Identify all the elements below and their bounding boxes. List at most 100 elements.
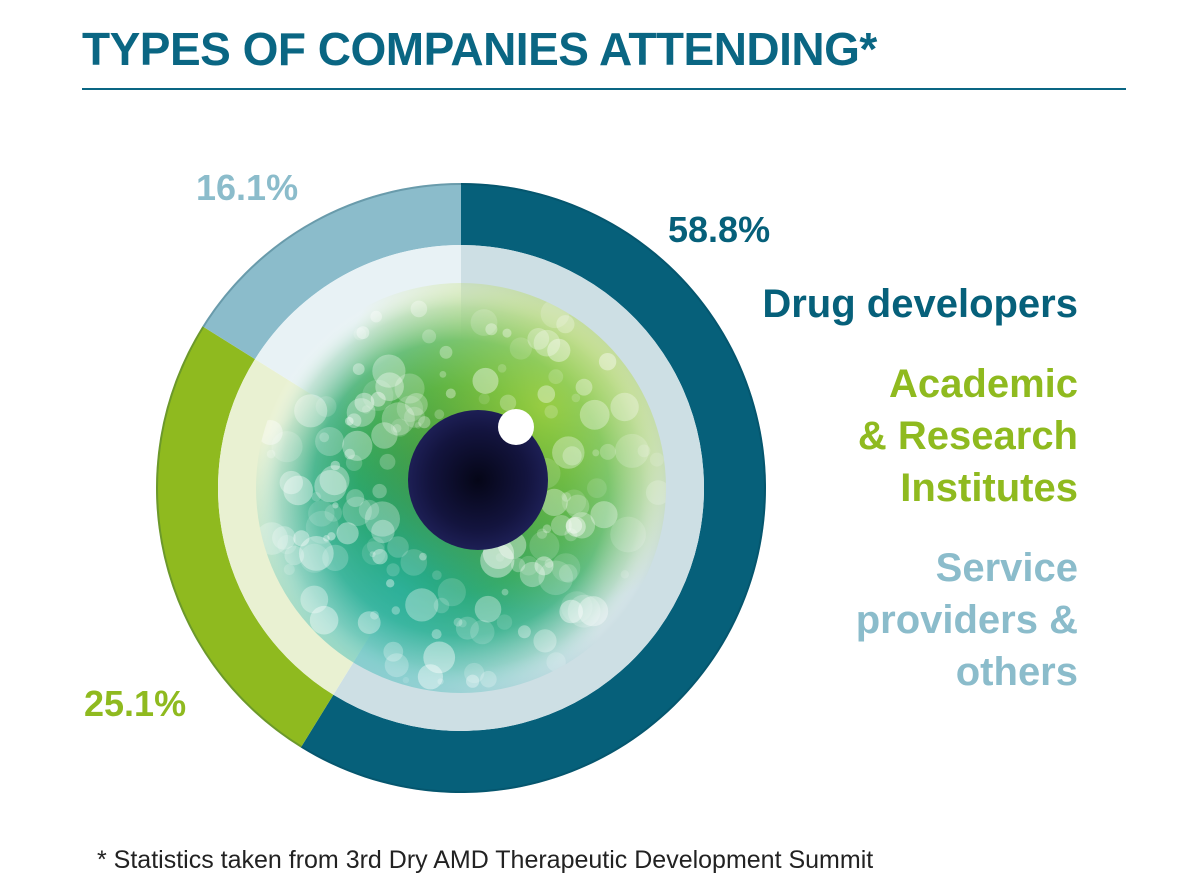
iris-bubble <box>527 328 550 350</box>
iris-bubble <box>284 545 305 566</box>
iris-bubble <box>344 448 356 460</box>
slice-drug-developers <box>300 183 767 793</box>
iris-bubble <box>346 413 362 429</box>
legend-item: Drug developers <box>762 278 1078 330</box>
iris-bubble <box>431 629 442 640</box>
iris-bubble <box>405 588 439 622</box>
iris-bubble <box>599 443 616 460</box>
iris-bubble <box>565 516 586 537</box>
iris-bubble <box>319 432 330 443</box>
iris-bubble <box>372 549 388 565</box>
iris-bubble <box>315 427 345 456</box>
iris-bubble <box>495 553 505 562</box>
iris-bubble <box>356 326 370 340</box>
iris-bubble <box>283 564 295 575</box>
iris-bubble <box>458 619 467 628</box>
iris-bubble <box>433 597 450 614</box>
iris-bubble <box>336 522 359 545</box>
iris-bubble <box>370 391 386 407</box>
iris-bubble <box>437 578 466 607</box>
iris-bubble <box>620 570 629 579</box>
legend: Drug developers Academic & Research Institu… <box>762 278 1078 726</box>
iris-bubble <box>330 460 341 471</box>
iris-bubble <box>517 625 531 639</box>
iris-bubble <box>346 489 365 508</box>
iris-bubble <box>308 500 335 527</box>
iris-bubble <box>386 563 400 577</box>
legend-label: & Research <box>857 414 1078 458</box>
legend-label: Institutes <box>900 466 1078 510</box>
iris-bubble <box>533 629 557 653</box>
iris-bubble <box>305 510 339 544</box>
footnote: * Statistics taken from 3rd Dry AMD Ther… <box>97 846 874 874</box>
iris-bubble <box>418 416 431 429</box>
iris-bubble <box>538 560 573 596</box>
iris-bubble <box>266 449 276 459</box>
iris-bubble <box>311 492 321 502</box>
iris-bubble <box>592 449 600 457</box>
iris-bubble <box>437 678 444 685</box>
iris-bubble <box>568 512 596 539</box>
iris-bubble <box>432 570 442 580</box>
iris-bubble <box>578 596 609 627</box>
iris-bubble <box>396 395 424 422</box>
iris-bubble <box>404 406 425 428</box>
iris-bubble <box>372 483 387 499</box>
iris-bubble <box>371 422 398 449</box>
legend-label: Academic <box>889 362 1078 406</box>
iris-bubble <box>567 594 601 628</box>
iris-bubble <box>300 585 329 614</box>
iris-bubble <box>294 394 328 428</box>
iris-bubble <box>352 363 365 375</box>
iris-bubble <box>372 354 406 388</box>
iris-bubble <box>547 338 571 362</box>
iris-bubble <box>342 496 372 526</box>
legend-label: others <box>955 650 1078 694</box>
iris-bubble <box>587 478 607 498</box>
iris-bubble <box>610 392 639 422</box>
iris-graphic <box>256 283 666 693</box>
iris-bubble <box>480 670 497 688</box>
iris-bubble <box>510 558 526 573</box>
legend-label: providers & <box>855 598 1078 642</box>
slice-service-providers <box>202 183 461 360</box>
iris-bubble <box>546 652 566 672</box>
iris-bubble <box>502 328 512 338</box>
iris-bubble <box>529 530 560 561</box>
iris-bubble <box>470 309 498 336</box>
iris-bubble <box>556 315 575 334</box>
iris-bubble <box>561 489 587 514</box>
iris-bubble <box>565 517 583 534</box>
value-label-drug-developers: 58.8% <box>668 209 770 250</box>
iris-bubble <box>439 371 447 378</box>
donut-ring <box>156 183 767 793</box>
iris-bubble <box>564 528 578 542</box>
iris-bubble <box>400 549 428 576</box>
iris-bubble <box>353 327 367 341</box>
iris-bubble <box>375 372 404 402</box>
iris-bubble <box>364 501 400 537</box>
legend-item: Service providers & others <box>762 542 1078 698</box>
iris-bubble <box>390 418 410 437</box>
iris-bubble <box>271 431 303 463</box>
iris-bubble <box>342 430 373 461</box>
iris-bubble <box>649 452 664 467</box>
iris-bubble <box>534 556 554 576</box>
iris-bubble <box>358 499 380 521</box>
iris-bubble <box>394 373 425 404</box>
chart-title: TYPES OF COMPANIES ATTENDING* <box>82 23 877 75</box>
iris-bubble <box>299 543 329 573</box>
iris-bubble <box>598 353 617 371</box>
iris-bubble <box>575 378 593 396</box>
pupil-highlight <box>498 409 534 445</box>
iris-bubble <box>362 379 394 411</box>
slice-academic <box>156 326 334 748</box>
value-label-service-providers: 16.1% <box>196 167 298 208</box>
iris-bubble <box>548 369 564 385</box>
iris-bubble <box>518 555 539 576</box>
iris-bubble <box>423 641 456 674</box>
iris-bubble <box>357 611 381 634</box>
legend-label: Service <box>935 546 1078 590</box>
iris-bubble <box>499 394 517 411</box>
iris-bubble <box>536 528 548 539</box>
